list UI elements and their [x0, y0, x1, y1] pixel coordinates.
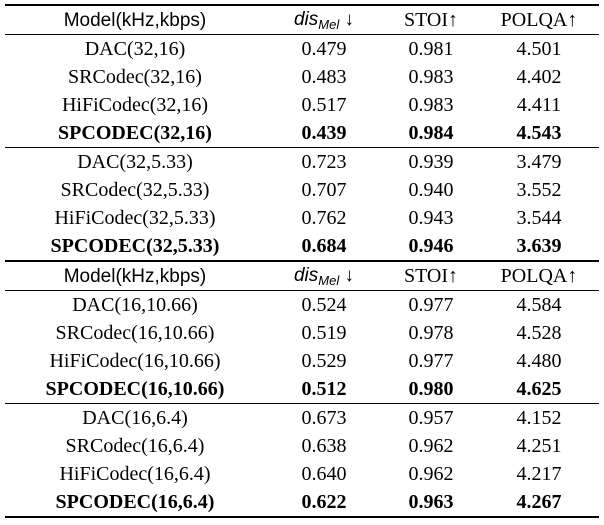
header-row: Model(kHz,kbps) disMel ↓ STOI↑ POLQA↑	[5, 260, 599, 291]
cell-dis-mel: 0.479	[265, 34, 383, 63]
cell-stoi: 0.939	[383, 147, 479, 176]
table-row: SRCodec(16,10.66) 0.519 0.978 4.528	[5, 319, 599, 347]
down-arrow-icon: ↓	[344, 264, 355, 286]
cell-stoi: 0.977	[383, 290, 479, 319]
cell-stoi: 0.977	[408, 350, 454, 372]
cell-model: DAC(32,5.33)	[5, 147, 265, 176]
cell-dis-mel: 0.529	[301, 350, 347, 372]
cell-dis-mel: 0.483	[301, 66, 347, 88]
cell-stoi: 0.978	[408, 322, 454, 344]
cell-stoi: 0.981	[383, 34, 479, 63]
header-stoi: STOI↑	[383, 260, 479, 291]
table-row: HiFiCodec(32,5.33) 0.762 0.943 3.544	[5, 204, 599, 232]
header-dis-mel: disMel ↓	[265, 260, 383, 291]
cell-dis-mel: 0.673	[265, 403, 383, 432]
header-polqa: POLQA↑	[479, 4, 599, 35]
header-polqa: POLQA↑	[479, 260, 599, 291]
cell-model: HiFiCodec(16,10.66)	[49, 350, 221, 372]
cell-polqa: 4.402	[516, 66, 562, 88]
cell-model: HiFiCodec(32,16)	[61, 94, 209, 116]
down-arrow-icon: ↓	[344, 8, 355, 30]
cell-polqa: 4.480	[516, 350, 562, 372]
cell-dis-mel: 0.723	[265, 147, 383, 176]
table-row: SPCODEC(16,6.4) 0.622 0.963 4.267	[5, 488, 599, 518]
cell-stoi: 0.943	[408, 207, 454, 229]
cell-model: HiFiCodec(16,6.4)	[59, 463, 211, 485]
header-row: Model(kHz,kbps) disMel ↓ STOI↑ POLQA↑	[5, 4, 599, 35]
cell-model: DAC(16,10.66)	[5, 290, 265, 319]
table-row: DAC(16,10.66) 0.524 0.977 4.584	[5, 290, 599, 319]
cell-stoi: 0.983	[408, 66, 454, 88]
cell-polqa: 4.411	[516, 94, 562, 116]
cell-polqa: 3.639	[516, 235, 562, 257]
cell-polqa: 4.543	[516, 122, 562, 144]
header-stoi: STOI↑	[383, 4, 479, 35]
cell-dis-mel: 0.519	[301, 322, 347, 344]
cell-polqa: 4.152	[479, 403, 599, 432]
cell-stoi: 0.983	[408, 94, 454, 116]
table-row: HiFiCodec(16,6.4) 0.640 0.962 4.217	[5, 460, 599, 488]
table-row: HiFiCodec(32,16) 0.517 0.983 4.411	[5, 91, 599, 119]
cell-polqa: 4.251	[516, 435, 562, 457]
table-row: DAC(32,16) 0.479 0.981 4.501	[5, 34, 599, 63]
mel-subscript: Mel	[318, 272, 340, 288]
cell-dis-mel: 0.638	[301, 435, 347, 457]
cell-dis-mel: 0.707	[301, 179, 347, 201]
header-dis-mel: disMel ↓	[265, 4, 383, 35]
table-row: SRCodec(16,6.4) 0.638 0.962 4.251	[5, 432, 599, 460]
cell-dis-mel: 0.684	[301, 235, 347, 257]
cell-model: SRCodec(16,10.66)	[55, 322, 215, 344]
cell-model: SRCodec(16,6.4)	[65, 435, 205, 457]
header-model: Model(kHz,kbps)	[5, 4, 265, 35]
cell-model: SPCODEC(16,6.4)	[5, 488, 265, 518]
header-model: Model(kHz,kbps)	[5, 260, 265, 291]
table-row: HiFiCodec(16,10.66) 0.529 0.977 4.480	[5, 347, 599, 375]
dis-label: dis	[293, 8, 319, 30]
cell-stoi: 0.946	[408, 235, 454, 257]
results-table-body: Model(kHz,kbps) disMel ↓ STOI↑ POLQA↑ DAC(32…	[5, 4, 599, 518]
table-row: SPCODEC(16,10.66) 0.512 0.980 4.625	[5, 375, 599, 404]
cell-polqa: 3.479	[479, 147, 599, 176]
cell-stoi: 0.962	[408, 435, 454, 457]
cell-stoi: 0.984	[408, 122, 454, 144]
results-table: Model(kHz,kbps) disMel ↓ STOI↑ POLQA↑ DAC(32…	[5, 4, 599, 518]
cell-model: SPCODEC(16,10.66)	[45, 378, 225, 400]
cell-dis-mel: 0.512	[301, 378, 347, 400]
cell-polqa: 4.625	[516, 378, 562, 400]
table-row: DAC(16,6.4) 0.673 0.957 4.152	[5, 403, 599, 432]
cell-polqa: 4.501	[479, 34, 599, 63]
cell-stoi: 0.962	[408, 463, 454, 485]
table-row: SPCODEC(32,16) 0.439 0.984 4.543	[5, 119, 599, 148]
cell-model: HiFiCodec(32,5.33)	[54, 207, 216, 229]
cell-dis-mel: 0.439	[301, 122, 347, 144]
cell-model: SPCODEC(32,5.33)	[50, 235, 220, 257]
cell-model: DAC(32,16)	[5, 34, 265, 63]
cell-polqa: 3.552	[516, 179, 562, 201]
cell-stoi: 0.957	[383, 403, 479, 432]
table-row: SRCodec(32,16) 0.483 0.983 4.402	[5, 63, 599, 91]
cell-model: SRCodec(32,5.33)	[60, 179, 210, 201]
cell-model: SPCODEC(32,16)	[58, 122, 212, 144]
cell-dis-mel: 0.622	[265, 488, 383, 518]
cell-model: DAC(16,6.4)	[5, 403, 265, 432]
cell-dis-mel: 0.517	[301, 94, 347, 116]
dis-label: dis	[293, 264, 319, 286]
cell-dis-mel: 0.640	[301, 463, 347, 485]
cell-stoi: 0.963	[383, 488, 479, 518]
cell-polqa: 3.544	[516, 207, 562, 229]
cell-model: SRCodec(32,16)	[68, 66, 202, 88]
cell-polqa: 4.584	[479, 290, 599, 319]
mel-subscript: Mel	[318, 16, 340, 32]
table-row: DAC(32,5.33) 0.723 0.939 3.479	[5, 147, 599, 176]
cell-polqa: 4.528	[516, 322, 562, 344]
cell-polqa: 4.267	[479, 488, 599, 518]
cell-polqa: 4.217	[516, 463, 562, 485]
cell-dis-mel: 0.762	[301, 207, 347, 229]
table-row: SPCODEC(32,5.33) 0.684 0.946 3.639	[5, 232, 599, 261]
cell-stoi: 0.980	[408, 378, 454, 400]
table-row: SRCodec(32,5.33) 0.707 0.940 3.552	[5, 176, 599, 204]
cell-dis-mel: 0.524	[265, 290, 383, 319]
cell-stoi: 0.940	[408, 179, 454, 201]
